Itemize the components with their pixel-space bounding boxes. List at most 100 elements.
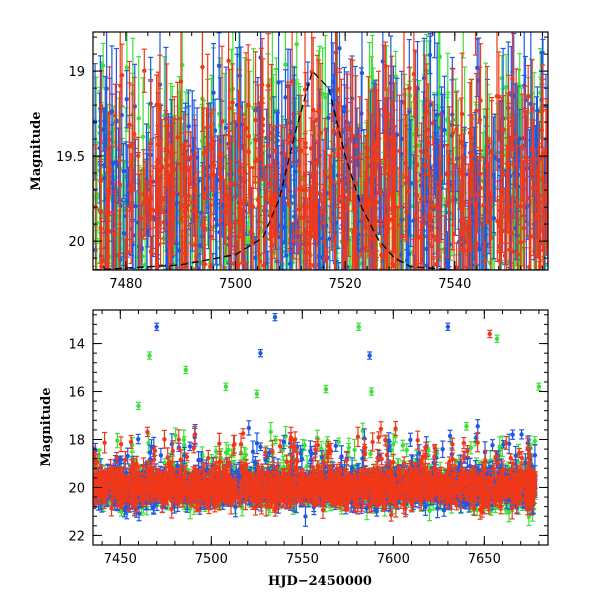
top-y-tick-label: 20 <box>68 235 85 250</box>
red-data-point <box>141 48 147 93</box>
red-data-point <box>407 67 413 110</box>
red-data-point <box>345 73 351 181</box>
red-data-point <box>155 124 161 195</box>
red-data-point <box>180 351 185 443</box>
red-data-point <box>412 151 418 270</box>
red-data-point <box>272 171 278 218</box>
red-data-point <box>446 106 452 214</box>
red-data-point <box>236 120 242 223</box>
blue-data-point <box>265 250 271 270</box>
red-data-point <box>370 88 376 228</box>
blue-data-point <box>262 271 267 398</box>
red-data-point <box>162 282 167 321</box>
red-data-point <box>230 63 236 142</box>
red-data-point <box>199 165 205 270</box>
red-data-point <box>218 151 224 270</box>
blue-data-point <box>308 339 313 383</box>
red-data-point <box>469 160 475 204</box>
blue-data-point <box>101 107 107 223</box>
red-data-point <box>290 221 296 260</box>
top-y-tick-label: 19.5 <box>56 150 85 165</box>
red-data-point <box>332 234 338 270</box>
blue-data-point <box>532 443 538 467</box>
red-data-point <box>174 266 180 270</box>
blue-data-point <box>197 253 203 270</box>
green-data-point <box>100 42 106 89</box>
red-data-point <box>321 149 327 200</box>
red-data-point <box>403 162 409 205</box>
red-data-point <box>141 149 147 240</box>
red-data-point <box>481 157 487 253</box>
green-data-point <box>405 297 410 376</box>
red-data-point <box>150 165 156 255</box>
red-data-point <box>525 64 531 129</box>
red-data-point <box>477 149 483 226</box>
red-data-point <box>397 94 403 208</box>
red-data-point <box>335 103 341 209</box>
blue-data-point <box>302 505 308 527</box>
green-data-point <box>400 439 406 452</box>
blue-data-point <box>432 32 438 59</box>
red-data-point <box>101 211 107 270</box>
red-data-point <box>418 122 424 181</box>
red-data-point <box>540 154 546 270</box>
blue-data-point <box>489 439 495 452</box>
blue-data-point <box>121 142 127 200</box>
red-data-point <box>384 107 390 167</box>
red-data-point <box>350 228 356 270</box>
blue-data-point <box>132 138 138 270</box>
green-data-point <box>524 285 529 347</box>
red-data-point <box>308 117 314 180</box>
red-data-point <box>434 203 440 270</box>
red-data-point <box>245 44 251 166</box>
red-data-point <box>336 294 341 341</box>
red-data-point <box>117 144 123 225</box>
green-data-point <box>114 432 120 449</box>
red-data-point <box>358 153 364 257</box>
green-data-point <box>460 32 466 59</box>
red-data-point <box>185 144 191 195</box>
red-data-point <box>441 215 447 270</box>
blue-data-point <box>519 429 525 440</box>
red-data-point <box>318 62 324 203</box>
blue-data-point <box>427 35 433 75</box>
green-data-point <box>265 282 270 323</box>
red-data-point <box>277 289 282 374</box>
red-data-point <box>424 63 430 160</box>
red-data-point <box>355 258 361 270</box>
blue-data-point <box>376 275 381 330</box>
blue-data-point <box>475 419 481 434</box>
red-data-point <box>324 251 330 270</box>
red-data-point <box>388 250 394 270</box>
blue-data-point <box>124 70 130 129</box>
green-data-point <box>248 303 253 391</box>
red-data-point <box>222 178 228 245</box>
red-data-point <box>484 108 490 225</box>
blue-data-point <box>407 432 413 448</box>
red-data-point <box>508 122 514 158</box>
red-data-point <box>267 190 273 241</box>
red-data-point <box>461 437 467 450</box>
blue-data-point <box>325 86 331 150</box>
red-data-point <box>242 118 248 227</box>
green-data-point <box>113 301 118 433</box>
red-data-point <box>161 429 167 449</box>
red-data-point <box>147 208 153 270</box>
red-data-point <box>488 157 494 238</box>
red-data-point <box>217 144 223 190</box>
blue-data-point <box>216 32 222 100</box>
red-data-point <box>382 198 388 270</box>
green-data-point <box>408 316 413 423</box>
red-data-point <box>307 205 313 265</box>
red-data-point <box>508 453 514 463</box>
red-data-point <box>98 181 104 270</box>
red-data-point <box>473 32 479 56</box>
red-data-point <box>519 93 525 202</box>
red-data-point <box>165 125 171 206</box>
top-y-axis-title: Magnitude <box>29 111 44 190</box>
blue-data-point <box>408 119 414 248</box>
green-data-point <box>102 255 108 270</box>
green-data-point <box>287 282 292 326</box>
red-data-point <box>390 134 396 229</box>
